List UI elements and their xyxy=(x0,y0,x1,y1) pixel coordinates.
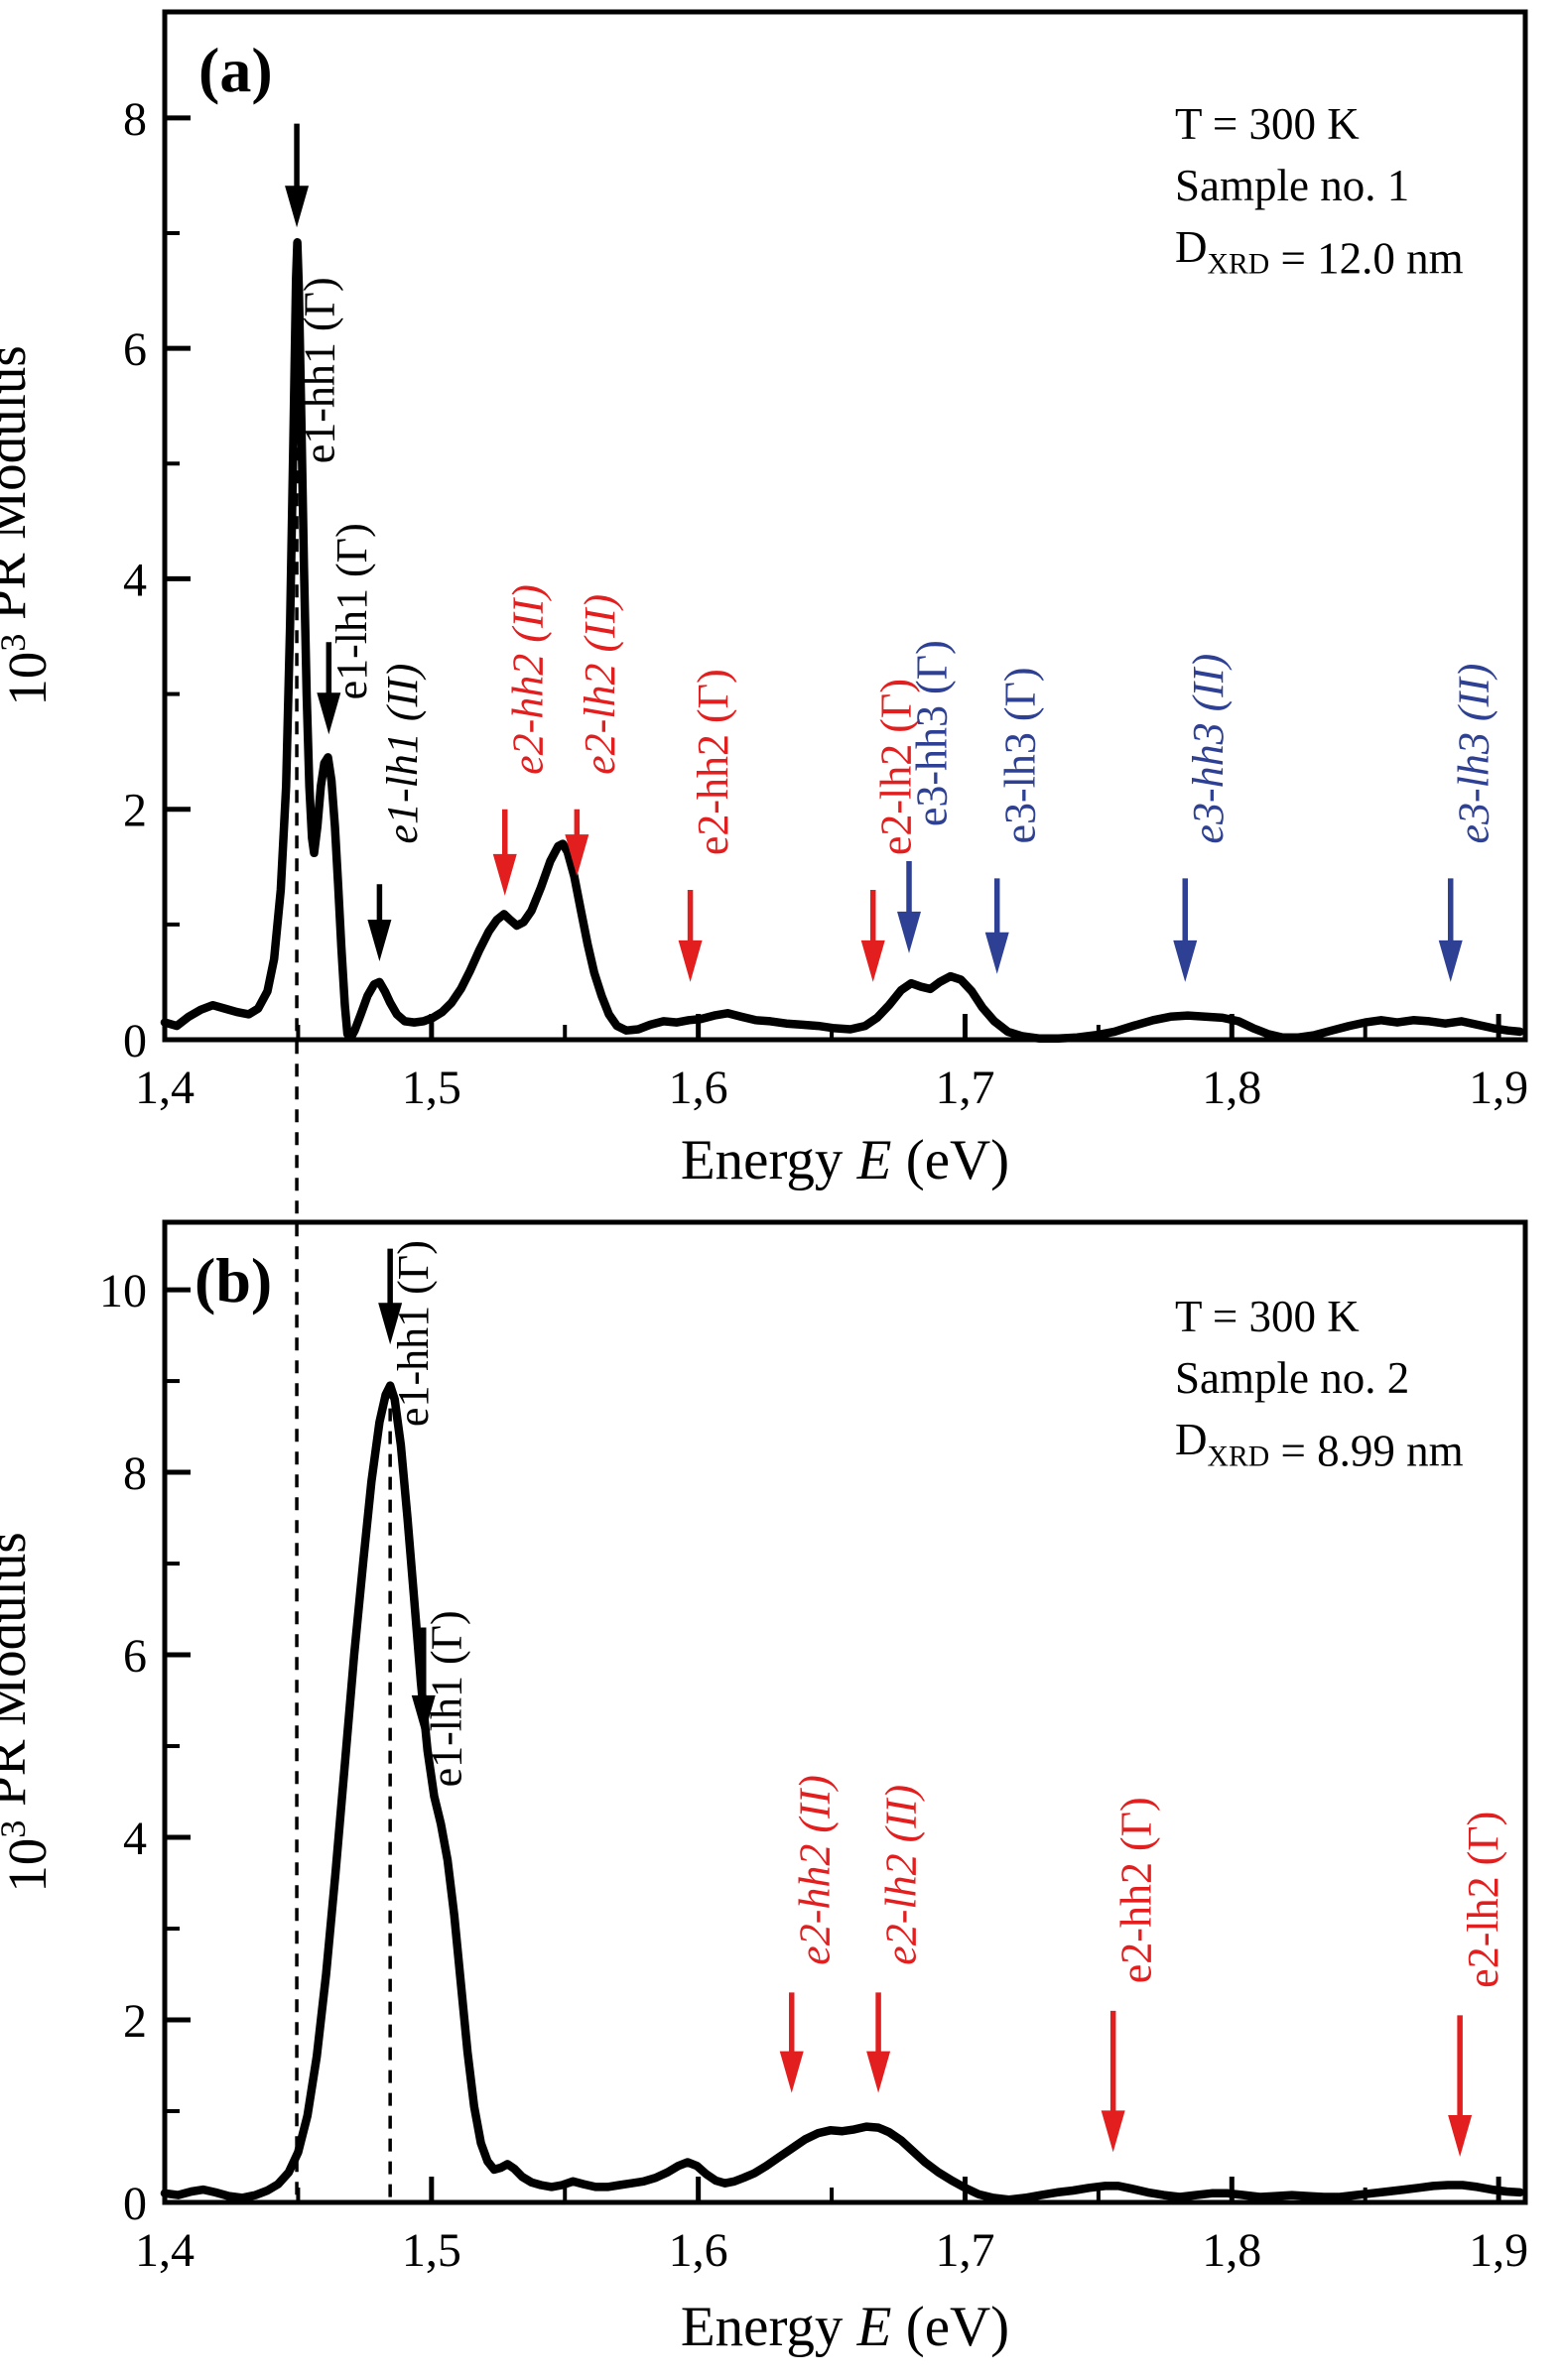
annotation-arrowhead xyxy=(378,1303,403,1345)
annotation-arrowhead xyxy=(779,2051,804,2093)
annotation-label: e1-lh1 (Γ) xyxy=(327,523,376,699)
transition-annotation: e3-hh3 (II) xyxy=(1173,654,1233,982)
y-axis-title: 103 PR Modulus xyxy=(0,1532,58,1893)
panel-a: 1,4 1,5 1,6 1,7 1,8 1,9 0 2 4 6 8 e1-hh1 (Γ) e1-lh1 … xyxy=(0,9,1528,1191)
transition-annotation: e1-lh1 (Γ) xyxy=(317,523,376,735)
transition-annotation: e3-lh3 (II) xyxy=(1438,664,1498,982)
annotation-label: e2-hh2 (Γ) xyxy=(689,669,737,855)
transition-annotation: e1-lh1 (II) xyxy=(367,664,427,962)
info-line: Sample no. 2 xyxy=(1175,1353,1409,1403)
x-tick-label: 1,6 xyxy=(669,2224,728,2277)
transition-annotation: e1-lh1 (Γ) xyxy=(411,1610,470,1787)
y-tick-label: 10 xyxy=(99,1265,147,1317)
panel-b: 1,4 1,5 1,6 1,7 1,8 1,9 0 2 4 6 8 10 e1-hh1 (Γ) e1-lh… xyxy=(0,1219,1528,2358)
x-tick-label: 1,8 xyxy=(1202,2224,1261,2277)
panel-letter: (a) xyxy=(198,35,273,105)
annotation-label: e1-hh1 (Γ) xyxy=(296,277,344,463)
spectrum-curve xyxy=(160,1381,1524,2204)
x-tick-label: 1,6 xyxy=(669,1062,728,1114)
x-tick-label: 1,4 xyxy=(135,1062,195,1114)
x-tick-label: 1,5 xyxy=(402,2224,461,2277)
annotation-arrowhead xyxy=(492,853,517,896)
y-tick-label: 2 xyxy=(123,785,147,837)
annotation-arrowhead xyxy=(565,834,589,877)
plot-box xyxy=(162,9,1528,1043)
annotation-label: e2-hh2 (II) xyxy=(790,1775,839,1965)
annotation-arrowhead xyxy=(1101,2110,1125,2153)
annotation-arrowhead xyxy=(678,939,703,982)
x-tick-label: 1,9 xyxy=(1469,1062,1528,1114)
annotation-label: e2-hh2 (II) xyxy=(503,584,552,775)
annotation-label: e1-hh1 (Γ) xyxy=(389,1240,438,1427)
annotation-label: e2-lh2 (Γ) xyxy=(1459,1812,1507,1988)
transition-annotation: e3-lh3 (Γ) xyxy=(984,667,1044,974)
y-tick-label: 2 xyxy=(123,1995,147,2048)
annotation-arrowhead xyxy=(860,939,885,982)
annotation-arrowhead xyxy=(866,2051,891,2093)
info-line: T = 300 K xyxy=(1175,1292,1360,1341)
spectrum-curve xyxy=(160,238,1524,1044)
y-tick-label: 6 xyxy=(123,1630,147,1683)
x-tick-label: 1,8 xyxy=(1202,1062,1261,1114)
annotation-label: e2-lh2 (Γ) xyxy=(871,679,920,855)
y-tick-label: 0 xyxy=(123,1015,147,1067)
annotation-arrowhead xyxy=(317,692,341,735)
annotation-label: e2-hh2 (Γ) xyxy=(1111,1797,1160,1983)
transition-annotation: e1-hh1 (Γ) xyxy=(285,123,344,463)
info-line: DXRD = 8.99 nm xyxy=(1175,1415,1464,1476)
transition-annotation: e2-lh2 (Γ) xyxy=(860,679,920,982)
y-tick-label: 8 xyxy=(123,93,147,146)
annotation-label: e3-hh3 (II) xyxy=(1184,654,1233,844)
annotation-label: e3-lh3 (Γ) xyxy=(995,667,1044,843)
panel-letter: (b) xyxy=(195,1245,272,1315)
annotation-label: e1-lh1 (II) xyxy=(378,664,427,844)
info-line: Sample no. 1 xyxy=(1175,161,1409,210)
annotation-arrowhead xyxy=(1438,939,1463,982)
y-axis-title: 103 PR Modulus xyxy=(0,345,58,706)
annotation-arrowhead xyxy=(1448,2115,1473,2158)
annotation-label: e2-lh2 (II) xyxy=(576,594,624,775)
transition-annotation: e2-hh2 (Γ) xyxy=(678,669,737,982)
annotation-label: e3-hh3 (Γ) xyxy=(908,640,957,826)
annotation-label: e2-lh2 (II) xyxy=(877,1785,926,1965)
annotation-label: e3-lh3 (II) xyxy=(1449,664,1498,844)
x-axis-title: Energy E (eV) xyxy=(681,1129,1009,1191)
annotation-arrowhead xyxy=(984,932,1009,974)
x-tick-label: 1,9 xyxy=(1469,2224,1528,2277)
transition-annotation: e2-lh2 (II) xyxy=(866,1785,926,2093)
annotation-arrowhead xyxy=(1173,939,1198,982)
transition-annotation: e3-hh3 (Γ) xyxy=(897,640,957,953)
y-tick-label: 8 xyxy=(123,1447,147,1500)
info-line: DXRD = 12.0 nm xyxy=(1175,222,1464,284)
x-axis-title: Energy E (eV) xyxy=(681,2296,1009,2358)
annotation-label: e1-lh1 (Γ) xyxy=(422,1610,470,1787)
annotation-arrowhead xyxy=(411,1694,436,1737)
annotation-arrowhead xyxy=(897,911,922,953)
transition-annotation: e1-hh1 (Γ) xyxy=(378,1240,438,1427)
x-tick-label: 1,7 xyxy=(935,2224,994,2277)
transition-annotation: e2-lh2 (Γ) xyxy=(1448,1812,1507,2158)
y-tick-label: 6 xyxy=(123,323,147,376)
info-line: T = 300 K xyxy=(1175,99,1360,149)
annotation-arrowhead xyxy=(285,186,310,228)
transition-annotation: e2-hh2 (II) xyxy=(492,584,552,896)
transition-annotation: e2-hh2 (II) xyxy=(779,1775,839,2093)
plot-box xyxy=(162,1219,1528,2205)
transition-annotation: e2-hh2 (Γ) xyxy=(1101,1797,1160,2153)
x-tick-label: 1,5 xyxy=(402,1062,461,1114)
annotation-arrowhead xyxy=(367,920,392,962)
x-tick-label: 1,4 xyxy=(135,2224,195,2277)
transition-annotation: e2-lh2 (II) xyxy=(565,594,624,877)
y-tick-label: 4 xyxy=(123,1813,147,1865)
y-tick-label: 4 xyxy=(123,554,147,606)
y-tick-label: 0 xyxy=(123,2178,147,2230)
x-tick-label: 1,7 xyxy=(935,1062,994,1114)
